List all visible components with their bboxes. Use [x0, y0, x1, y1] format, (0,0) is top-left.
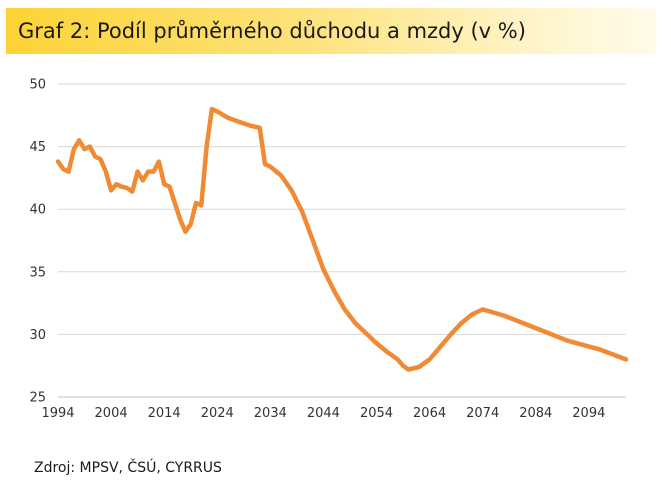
line-chart: 25 30 35 40 45 50 1994 2004 2014 2024 2034 2044 205… [29, 78, 629, 420]
x-tick-label: 2094 [572, 406, 605, 420]
y-axis-tick-labels: 25 30 35 40 45 50 [29, 78, 46, 406]
y-tick-label: 25 [29, 391, 46, 406]
x-tick-label: 2084 [519, 406, 552, 420]
x-tick-label: 2034 [254, 406, 287, 420]
x-tick-label: 2044 [307, 406, 340, 420]
series-line-pension-wage-ratio [55, 106, 629, 372]
chart-title: Graf 2: Podíl průměrného důchodu a mzdy … [6, 8, 656, 54]
x-tick-label: 2014 [148, 406, 181, 420]
x-tick-label: 2064 [413, 406, 446, 420]
x-tick-label: 2054 [360, 406, 393, 420]
x-tick-label: 2004 [95, 406, 128, 420]
y-tick-label: 50 [29, 78, 46, 93]
y-tick-label: 45 [29, 140, 46, 155]
y-tick-label: 40 [29, 203, 46, 218]
source-note: Zdroj: MPSV, ČSÚ, CYRRUS [34, 460, 222, 476]
x-axis-tick-labels: 1994 2004 2014 2024 2034 2044 2054 2064 2074 2084… [41, 406, 605, 420]
x-tick-label: 1994 [41, 406, 74, 420]
x-tick-label: 2074 [466, 406, 499, 420]
y-tick-label: 35 [29, 265, 46, 280]
grid-lines [58, 83, 626, 335]
y-tick-label: 30 [29, 328, 46, 343]
x-tick-label: 2024 [201, 406, 234, 420]
